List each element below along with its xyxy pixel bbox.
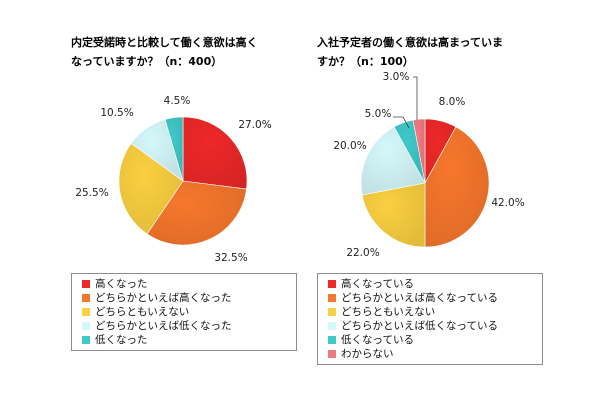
- legend-label-0: 高くなっている: [341, 278, 414, 290]
- pie-slice-0: [182, 116, 248, 190]
- legend-swatch-3: [82, 322, 90, 330]
- legend-item-1: どちらかといえば高くなっている: [318, 291, 542, 305]
- legend-label-3: どちらかといえば低くなっている: [341, 320, 498, 332]
- legend: 高くなっているどちらかといえば高くなっている どちらともいえないどちらかといえば低…: [317, 273, 543, 365]
- slice-value-label-1: 42.0%: [491, 197, 524, 209]
- slice-value-label-3: 20.0%: [333, 140, 366, 152]
- slice-value-label-4: 5.0%: [365, 108, 392, 120]
- pie-chart-panel-incoming-employee-motivation: 入社予定者の働く意欲は高まっていま すか？（n：100） 8.0% 42.0% 22…: [311, 30, 551, 365]
- pie-slice-2: [361, 182, 426, 248]
- leader-line-4: [393, 116, 410, 129]
- legend-item-2: どちらともいえない: [318, 305, 542, 319]
- leader-line-5: [413, 76, 418, 120]
- legend-swatch-4: [328, 336, 336, 344]
- slice-value-label-3: 10.5%: [100, 107, 133, 119]
- legend-swatch-2: [328, 308, 336, 316]
- legend-item-3: どちらかといえば低くなっている: [318, 319, 542, 333]
- legend-label-1: どちらかといえば高くなっている: [341, 292, 498, 304]
- pie-slice-2: [118, 142, 184, 235]
- legend-swatch-3: [328, 322, 336, 330]
- pie-chart: 8.0% 42.0% 22.0% 20.0% 5.0% 3.0%: [333, 71, 524, 259]
- legend-label-4: 低くなった: [95, 334, 148, 346]
- pie-slice-5: [412, 118, 426, 184]
- pie-slice-1: [146, 180, 247, 246]
- pie-chart-panel-work-motivation-vs-offer: 内定受諾時と比較して働く意欲は高く なっていますか？（n：400） 27.0% 3…: [65, 30, 305, 355]
- legend-swatch-0: [328, 280, 336, 288]
- legend-item-0: 高くなっている: [318, 277, 542, 291]
- legend-label-1: どちらかといえば高くなった: [95, 292, 232, 304]
- pie-slice-1: [424, 126, 490, 248]
- legend: 高くなったどちらかといえば高くなった どちらともいえないどちらかといえば低くなった…: [71, 273, 297, 351]
- legend-swatch-1: [82, 294, 90, 302]
- legend-label-2: どちらともいえない: [95, 306, 190, 318]
- legend-swatch-0: [82, 280, 90, 288]
- legend-item-5: わからない: [318, 347, 542, 361]
- slice-value-label-0: 27.0%: [238, 119, 271, 131]
- legend-item-0: 高くなった: [72, 277, 296, 291]
- legend-label-4: 低くなっている: [341, 334, 414, 346]
- legend-item-1: どちらかといえば高くなった: [72, 291, 296, 305]
- legend-label-3: どちらかといえば低くなった: [95, 320, 232, 332]
- legend-item-3: どちらかといえば低くなった: [72, 319, 296, 333]
- legend-label-5: わからない: [341, 348, 394, 360]
- slice-value-label-0: 8.0%: [439, 96, 466, 108]
- legend-swatch-1: [328, 294, 336, 302]
- slice-value-label-4: 4.5%: [164, 95, 191, 107]
- slice-value-label-1: 32.5%: [214, 252, 247, 264]
- legend-item-4: 低くなっている: [318, 333, 542, 347]
- pie-slice-4: [164, 116, 184, 182]
- chart-title: 内定受諾時と比較して働く意欲は高く なっていますか？（n：400）: [71, 36, 258, 68]
- legend-swatch-5: [328, 350, 336, 358]
- pie-chart: 27.0% 32.5% 25.5% 10.5% 4.5%: [75, 95, 271, 264]
- legend-swatch-4: [82, 336, 90, 344]
- legend-label-2: どちらともいえない: [341, 306, 436, 318]
- legend-item-2: どちらともいえない: [72, 305, 296, 319]
- legend-item-4: 低くなった: [72, 333, 296, 347]
- slice-value-label-5: 3.0%: [383, 71, 410, 83]
- legend-swatch-2: [82, 308, 90, 316]
- slice-value-label-2: 25.5%: [75, 187, 108, 199]
- legend-label-0: 高くなった: [95, 278, 148, 290]
- chart-title: 入社予定者の働く意欲は高まっていま すか？（n：100）: [317, 36, 504, 68]
- slice-value-label-2: 22.0%: [346, 247, 379, 259]
- pie-slice-3: [360, 126, 426, 196]
